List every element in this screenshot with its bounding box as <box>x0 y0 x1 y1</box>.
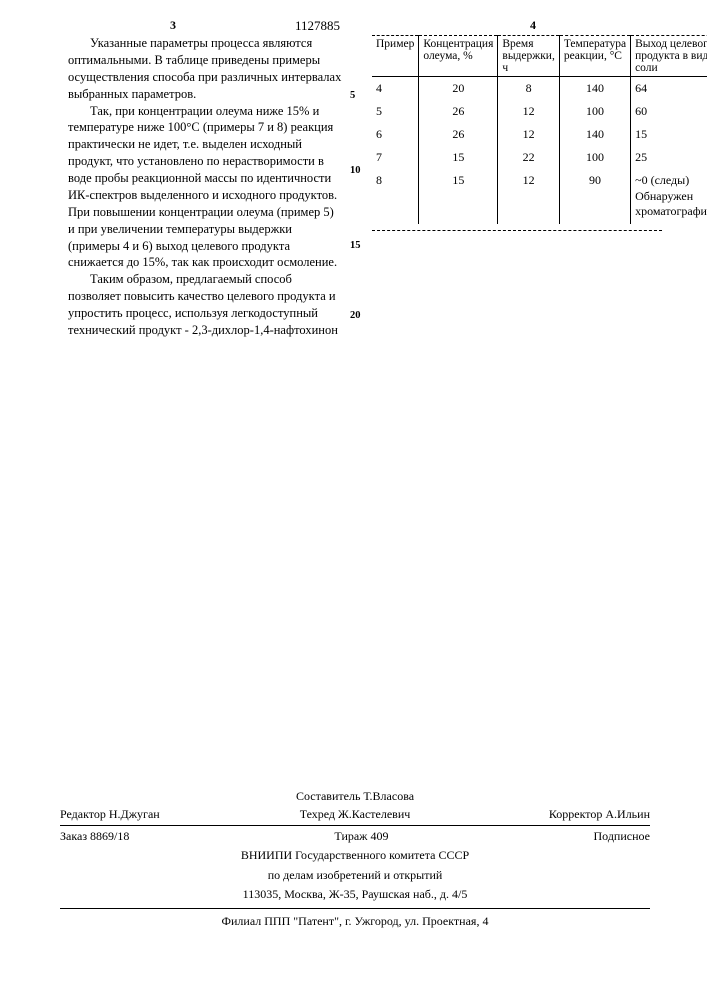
paragraph-1: Указанные параметры процесса являются оп… <box>68 35 343 103</box>
table-cell: 7 <box>372 146 419 169</box>
table-row: 7152210025 <box>372 146 707 169</box>
footer-branch: Филиал ППП "Патент", г. Ужгород, ул. Про… <box>60 913 650 930</box>
table-cell: 15 <box>631 123 707 146</box>
footer-address: 113035, Москва, Ж-35, Раушская наб., д. … <box>60 886 650 903</box>
footer-order: Заказ 8869/18 <box>60 828 129 845</box>
table-cell: 100 <box>559 100 630 123</box>
table-cell: 90 <box>559 169 630 224</box>
table-cell: 64 <box>631 77 707 101</box>
table-cell: 8 <box>372 169 419 224</box>
table-cell: 12 <box>498 123 559 146</box>
table-cell: 6 <box>372 123 419 146</box>
footer-compiler: Составитель Т.Власова <box>60 788 650 805</box>
col-header-yield: Выход целевого продукта в виде Na-соли <box>631 36 707 77</box>
data-table-area: Пример Концентрация олеума, % Время выде… <box>372 35 662 231</box>
table-bottom-divider <box>372 230 662 231</box>
line-marker: 5 <box>350 90 355 101</box>
page-number-left: 3 <box>170 18 176 33</box>
footer-block: Составитель Т.Власова Редактор Н.Джуган … <box>60 788 650 930</box>
page-container: 3 1127885 4 Указанные параметры процесса… <box>0 0 707 1000</box>
footer-order-row: Заказ 8869/18 Тираж 409 Подписное <box>60 828 650 845</box>
footer-org1: ВНИИПИ Государственного комитета СССР <box>60 847 650 864</box>
table-cell: 60 <box>631 100 707 123</box>
table-cell: 4 <box>372 77 419 101</box>
footer-techred: Техред Ж.Кастелевич <box>257 806 454 823</box>
left-text-column: Указанные параметры процесса являются оп… <box>68 35 343 339</box>
table-cell: 100 <box>559 146 630 169</box>
table-row: 8151290~0 (следы) Обнаружен хроматографи… <box>372 169 707 224</box>
footer-editor: Редактор Н.Джуган <box>60 806 257 823</box>
line-marker: 10 <box>350 165 361 176</box>
table-row: 420814064 <box>372 77 707 101</box>
table-cell: 26 <box>419 100 498 123</box>
col-header-example: Пример <box>372 36 419 77</box>
table-body: 4208140645261210060626121401571522100258… <box>372 77 707 224</box>
table-row: 6261214015 <box>372 123 707 146</box>
footer-divider <box>60 908 650 909</box>
table-cell: 12 <box>498 169 559 224</box>
footer-tirage: Тираж 409 <box>334 828 388 845</box>
results-table: Пример Концентрация олеума, % Время выде… <box>372 35 707 224</box>
line-marker: 15 <box>350 240 361 251</box>
table-cell: 20 <box>419 77 498 101</box>
line-marker: 20 <box>350 310 361 321</box>
document-number: 1127885 <box>295 18 340 34</box>
table-cell: 8 <box>498 77 559 101</box>
footer-org2: по делам изобретений и открытий <box>60 867 650 884</box>
col-header-temperature: Температура реакции, °С <box>559 36 630 77</box>
col-header-concentration: Концентрация олеума, % <box>419 36 498 77</box>
page-number-right: 4 <box>530 18 536 33</box>
table-cell: 15 <box>419 146 498 169</box>
table-cell: 140 <box>559 123 630 146</box>
table-cell: 25 <box>631 146 707 169</box>
paragraph-3: Таким образом, предлагаемый способ позво… <box>68 271 343 339</box>
table-cell: 26 <box>419 123 498 146</box>
footer-corrector: Корректор А.Ильин <box>453 806 650 823</box>
table-cell: ~0 (следы) Обнаружен хроматографически <box>631 169 707 224</box>
table-cell: 5 <box>372 100 419 123</box>
table-cell: 22 <box>498 146 559 169</box>
table-cell: 15 <box>419 169 498 224</box>
footer-credits-row: Редактор Н.Джуган Техред Ж.Кастелевич Ко… <box>60 806 650 826</box>
footer-subscription: Подписное <box>594 828 651 845</box>
paragraph-2: Так, при концентрации олеума ниже 15% и … <box>68 103 343 272</box>
table-row: 5261210060 <box>372 100 707 123</box>
table-cell: 12 <box>498 100 559 123</box>
col-header-time: Время выдержки, ч <box>498 36 559 77</box>
table-cell: 140 <box>559 77 630 101</box>
